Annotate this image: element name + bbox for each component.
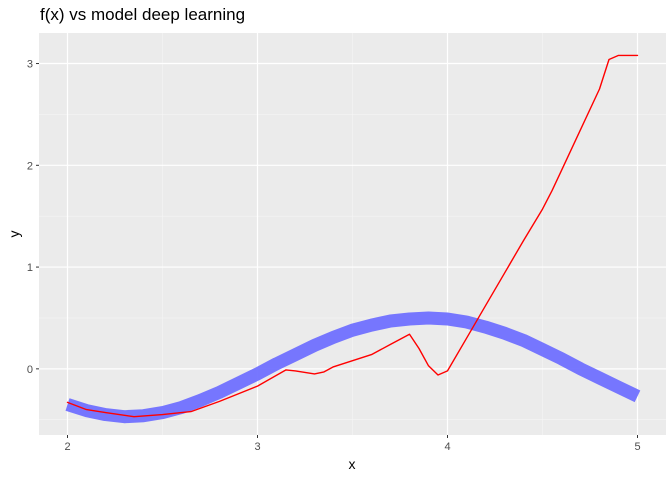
y-tick-label: 1 [27,262,33,274]
model-curve-band [65,311,641,424]
f-of-x-line [66,54,639,418]
y-tick-label: 2 [27,160,33,172]
y-tick-label: 3 [27,59,33,71]
chart-title: f(x) vs model deep learning [40,5,245,24]
y-tick-label: 0 [27,364,33,376]
x-tick-label: 5 [634,441,640,453]
y-axis-title: y [6,231,22,238]
x-tick-label: 3 [254,441,260,453]
axis-ticks: 2 3 4 5 0 1 2 3 [27,59,641,453]
x-axis-title: x [349,456,356,472]
x-tick-label: 4 [444,441,450,453]
series-layer [65,54,641,424]
major-gridlines [39,33,666,435]
x-tick-label: 2 [64,441,70,453]
